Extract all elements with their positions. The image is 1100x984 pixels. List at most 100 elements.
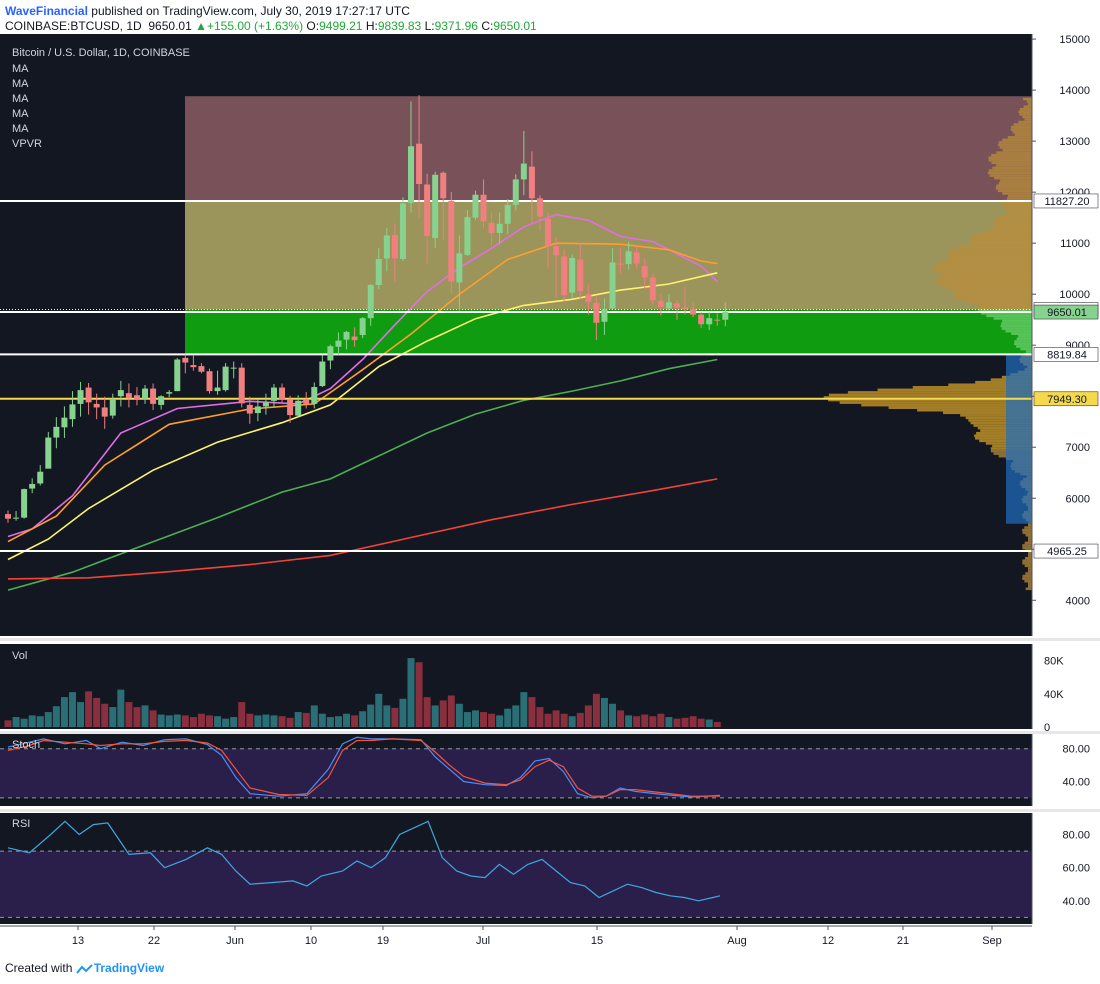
candle-body — [625, 251, 632, 265]
price-tag-bg — [1033, 304, 1099, 320]
price-tick-label: 4000 — [1066, 595, 1090, 607]
candle-body — [649, 277, 656, 301]
author-link[interactable]: WaveFinancial — [5, 4, 88, 18]
volume-axis — [1032, 644, 1100, 729]
volume-profile-bar — [912, 386, 1032, 389]
stoch-title: Stoch — [12, 739, 40, 751]
candle-body — [569, 257, 576, 293]
volume-profile-bar — [1028, 584, 1032, 588]
volume-profile-bar — [946, 253, 1032, 256]
level-label-bg — [1033, 347, 1099, 362]
overlay-label-ma: MA — [12, 93, 29, 105]
candle-body — [93, 403, 100, 408]
volume-profile-bar — [993, 222, 1032, 226]
candle-body — [432, 174, 439, 239]
rsi-axis — [1032, 813, 1100, 924]
volume-profile-bar — [947, 258, 1032, 262]
volume-profile-bar — [1022, 562, 1032, 565]
volume-profile-bar — [976, 232, 1032, 236]
stoch-band — [0, 748, 1032, 798]
candle-body — [536, 198, 543, 217]
volume-profile-bar — [823, 396, 1032, 399]
volume-profile-bar — [1023, 105, 1032, 108]
volume-bar — [117, 689, 125, 727]
volume-profile-bar — [1025, 533, 1032, 537]
volume-profile-bar — [994, 176, 1032, 180]
volume-bar — [609, 703, 616, 727]
chart-canvas[interactable]: 4000500060007000800090001000011000120001… — [0, 34, 1100, 954]
volume-profile-bar — [988, 158, 1032, 162]
overlay-label-vpvr: VPVR — [12, 138, 42, 150]
footer: Created with TradingView — [5, 961, 164, 975]
time-tick-label: Jul — [476, 935, 490, 947]
volume-profile-bar — [917, 408, 1032, 412]
time-tick-label: 21 — [897, 935, 909, 947]
time-tick-label: 10 — [305, 935, 317, 947]
candle-body — [101, 407, 108, 417]
volume-bar — [60, 697, 68, 727]
volume-bar — [197, 713, 205, 727]
candle-body — [408, 146, 414, 203]
price-tick-label: 13000 — [1059, 136, 1090, 148]
volume-profile-bar — [1022, 528, 1032, 532]
volume-profile-bar — [1018, 110, 1032, 114]
time-tick-label: 13 — [72, 935, 84, 947]
volume-profile-bar — [935, 278, 1032, 282]
volume-profile-block — [1006, 355, 1032, 524]
stoch-axis — [1032, 734, 1100, 806]
volume-bar — [713, 722, 721, 727]
candle-body — [158, 396, 165, 405]
time-tick-label: 22 — [148, 935, 160, 947]
volume-profile-bar — [1028, 523, 1032, 527]
volume-profile-bar — [1024, 579, 1032, 583]
volume-bar — [399, 698, 407, 727]
candle-body — [561, 256, 568, 296]
candle-body — [5, 514, 11, 519]
up-arrow-icon: ▲ — [195, 19, 207, 33]
volume-bar — [504, 708, 512, 727]
volume-profile-bar — [1028, 567, 1032, 570]
candle-body — [77, 390, 84, 404]
volume-bar — [101, 703, 109, 727]
volume-bar — [520, 692, 528, 727]
volume-profile-bar — [947, 255, 1032, 259]
volume-profile-bar — [888, 406, 1032, 409]
candle-body — [714, 319, 721, 321]
volume-profile-bar — [877, 388, 1032, 392]
volume-profile-bar — [1001, 322, 1032, 325]
volume-bar — [334, 716, 342, 727]
candle-body — [174, 359, 181, 392]
tradingview-logo-icon — [75, 964, 93, 974]
volume-profile-bar — [1016, 345, 1032, 348]
tradingview-brand[interactable]: TradingView — [93, 961, 165, 975]
volume-bar — [496, 715, 504, 727]
volume-profile-bar — [994, 225, 1032, 228]
volume-profile-bar — [1002, 138, 1032, 142]
volume-bar — [343, 713, 351, 727]
volume-bar — [85, 691, 93, 727]
volume-profile-bar — [1018, 120, 1032, 124]
volume-profile-bar — [998, 181, 1032, 185]
candle-body — [230, 367, 237, 369]
volume-bar — [109, 707, 117, 727]
rsi-tick-label: 40.00 — [1062, 896, 1090, 908]
volume-bar — [310, 705, 318, 727]
volume-profile-bar — [1028, 554, 1032, 557]
volume-profile-bar — [1022, 577, 1032, 580]
volume-bar — [375, 693, 383, 727]
time-tick-label: Sep — [982, 935, 1002, 947]
volume-bar — [705, 719, 713, 727]
volume-profile-bar — [1024, 526, 1032, 529]
volume-profile-bar — [996, 151, 1032, 154]
candle-body — [222, 366, 229, 391]
volume-profile-bar — [970, 240, 1032, 244]
candle-body — [206, 371, 213, 392]
volume-profile-bar — [955, 296, 1032, 300]
volume-profile-bar — [1016, 337, 1032, 341]
price-tag: 9650.01 — [1047, 307, 1087, 319]
overlay-label-ma: MA — [12, 63, 29, 75]
volume-profile-bar — [1000, 324, 1032, 328]
candle-body — [13, 517, 20, 519]
moving-average-line-1 — [7, 213, 718, 538]
volume-profile-bar — [1026, 100, 1032, 103]
